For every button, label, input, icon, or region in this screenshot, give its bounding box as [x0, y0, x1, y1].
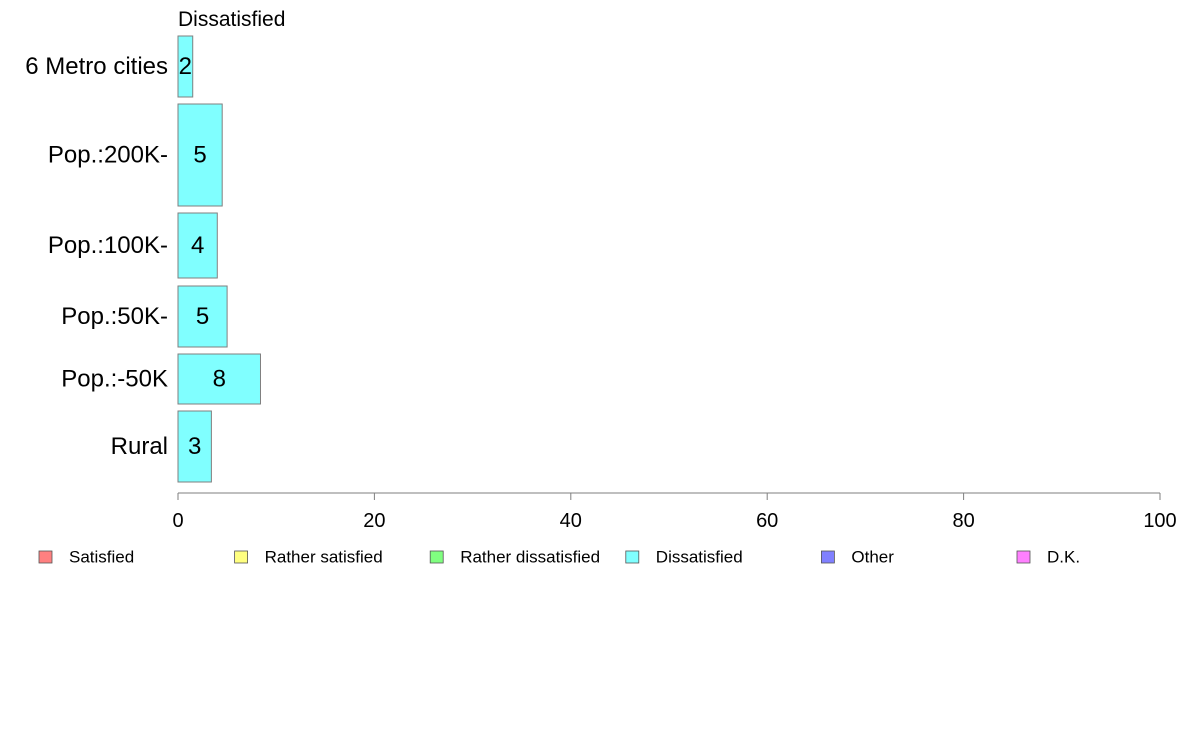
- legend-label: Rather satisfied: [265, 548, 383, 567]
- bar: [177, 103, 223, 207]
- x-tick-label: 60: [756, 510, 778, 532]
- category-label: 6 Metro cities: [25, 53, 168, 80]
- x-tick-label: 40: [560, 510, 582, 532]
- x-tick-label: 100: [1143, 510, 1176, 532]
- category-label: Rural: [111, 433, 168, 460]
- legend: Satisfied Rather satisfied Rather dissatis…: [38, 548, 1080, 567]
- bar: [177, 285, 228, 348]
- bars-layer: 2 6 Metro cities 5 Pop.:200K- 4 Pop.:100K- 5 Po…: [25, 35, 261, 483]
- legend-label: Other: [851, 548, 894, 567]
- bar-value-label: 2: [179, 53, 192, 80]
- legend-swatch: [821, 550, 835, 564]
- bar: [177, 410, 212, 483]
- bar-value-label: 4: [191, 232, 204, 259]
- x-tick-label: 80: [952, 510, 974, 532]
- legend-label: D.K.: [1047, 548, 1080, 567]
- legend-swatch: [38, 550, 53, 564]
- x-tick-label: 20: [363, 510, 385, 532]
- panel-title: Dissatisfied: [178, 8, 285, 31]
- legend-label: Satisfied: [69, 548, 134, 567]
- category-label: Pop.:100K-: [48, 232, 168, 259]
- legend-swatch: [1016, 550, 1031, 564]
- legend-label: Rather dissatisfied: [460, 548, 600, 567]
- legend-swatch: [625, 550, 640, 564]
- bar: [177, 353, 261, 405]
- bar-value-label: 5: [193, 142, 206, 169]
- x-tick-label: 0: [172, 510, 183, 532]
- legend-swatch: [429, 550, 444, 564]
- category-label: Pop.:200K-: [48, 142, 168, 169]
- legend-swatch: [234, 550, 249, 564]
- bar-value-label: 8: [213, 366, 226, 393]
- bar: [177, 212, 218, 279]
- category-label: Pop.:50K-: [61, 303, 168, 330]
- category-label: Pop.:-50K: [61, 366, 168, 393]
- x-axis: 0 20 40 60 80 100: [172, 492, 1177, 532]
- bar-value-label: 3: [188, 433, 201, 460]
- bar-value-label: 5: [196, 303, 209, 330]
- bar: [177, 35, 194, 98]
- legend-label: Dissatisfied: [656, 548, 743, 567]
